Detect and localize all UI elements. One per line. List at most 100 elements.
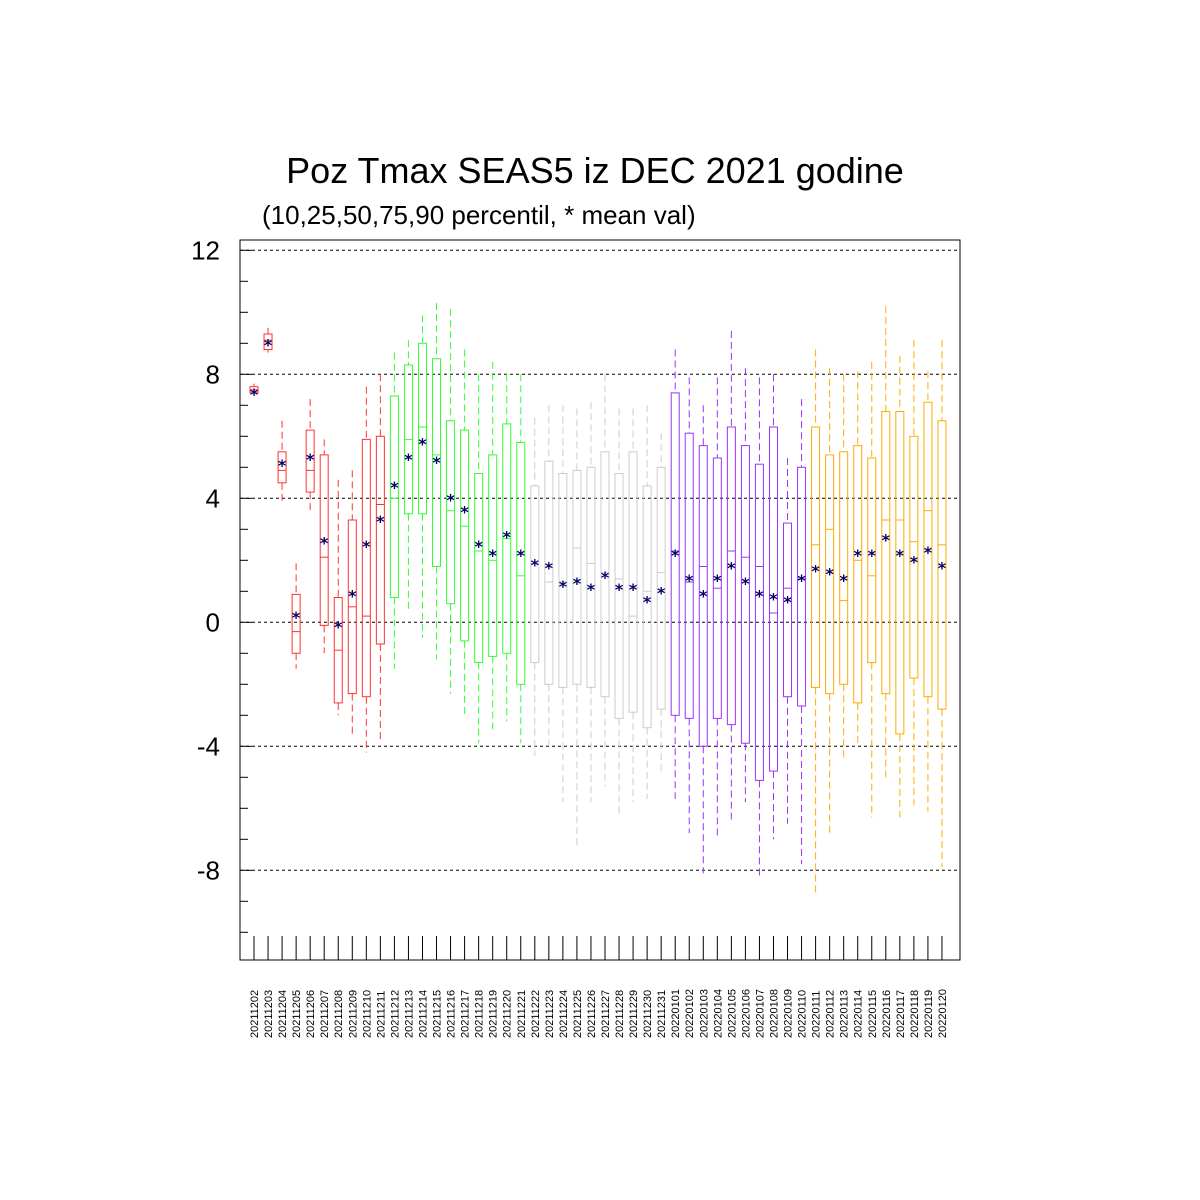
- mean-marker: *: [797, 571, 806, 590]
- x-tick-label: 20220120: [937, 989, 949, 1038]
- x-tick-label: 20211214: [417, 990, 429, 1038]
- mean-marker: *: [503, 528, 512, 547]
- iqr-box: [670, 392, 680, 716]
- x-tick-label: 20211216: [446, 990, 458, 1038]
- x-tick-label: 20211208: [333, 990, 345, 1038]
- mean-marker: *: [615, 580, 624, 599]
- iqr-box: [446, 420, 456, 605]
- mean-marker: *: [292, 608, 301, 627]
- mean-marker: *: [390, 478, 399, 497]
- x-tick-label: 20220117: [895, 990, 907, 1038]
- x-tick-label: 20211207: [319, 990, 331, 1038]
- mean-marker: *: [320, 534, 329, 553]
- x-tick-label: 20211220: [502, 990, 514, 1038]
- chart-subtitle: (10,25,50,75,90 percentil, * mean val): [262, 200, 696, 230]
- x-tick-label: 20220116: [881, 990, 893, 1038]
- mean-marker: *: [517, 546, 526, 565]
- x-tick-label: 20211211: [375, 991, 387, 1038]
- iqr-box: [783, 522, 793, 698]
- x-tick-label: 20211202: [249, 990, 261, 1038]
- mean-marker: *: [432, 453, 441, 472]
- x-tick-label: 20220119: [923, 990, 935, 1038]
- x-tick-label: 20220108: [768, 989, 780, 1038]
- iqr-box: [698, 445, 708, 747]
- mean-marker: *: [404, 450, 413, 469]
- mean-marker: *: [868, 546, 877, 565]
- iqr-box: [375, 435, 385, 645]
- x-tick-label: 20220115: [867, 990, 879, 1038]
- iqr-box: [726, 426, 736, 726]
- mean-marker: *: [264, 335, 273, 354]
- iqr-box: [797, 466, 807, 707]
- x-tick-label: 20220103: [698, 989, 710, 1038]
- mean-marker: *: [545, 559, 554, 578]
- chart-title: Poz Tmax SEAS5 iz DEC 2021 godine: [286, 150, 904, 191]
- x-tick-label: 20211213: [403, 990, 415, 1038]
- iqr-box: [895, 411, 905, 735]
- mean-marker: *: [488, 546, 497, 565]
- x-tick-label: 20211212: [389, 990, 401, 1038]
- x-tick-label: 20211206: [305, 990, 317, 1038]
- mean-marker: *: [334, 617, 343, 636]
- mean-marker: *: [376, 512, 385, 531]
- iqr-box: [389, 395, 399, 598]
- mean-marker: *: [446, 490, 455, 509]
- mean-marker: *: [839, 571, 848, 590]
- mean-marker: *: [685, 571, 694, 590]
- x-tick-label: 20220114: [853, 990, 865, 1038]
- iqr-box: [361, 438, 371, 698]
- iqr-box: [277, 451, 287, 484]
- iqr-box: [811, 426, 821, 688]
- x-tick-label: 20211221: [516, 990, 528, 1038]
- x-tick-label: 20211218: [474, 990, 486, 1038]
- y-tick-label: 0: [206, 607, 220, 637]
- mean-marker: *: [531, 555, 540, 574]
- iqr-box: [305, 429, 315, 493]
- x-tick-label: 20220106: [740, 989, 752, 1038]
- iqr-box: [460, 429, 470, 642]
- iqr-box: [417, 342, 427, 515]
- iqr-box: [474, 473, 484, 664]
- mean-marker: *: [559, 577, 568, 596]
- x-tick-label: 20220109: [783, 989, 795, 1038]
- mean-marker: *: [713, 571, 722, 590]
- y-tick-label: -8: [197, 855, 220, 885]
- x-tick-label: 20220102: [684, 989, 696, 1038]
- mean-marker: *: [657, 583, 666, 602]
- mean-marker: *: [573, 574, 582, 593]
- mean-marker: *: [460, 503, 469, 522]
- y-tick-label: 8: [206, 359, 220, 389]
- mean-marker: *: [306, 450, 315, 469]
- iqr-box: [600, 451, 610, 698]
- mean-marker: *: [882, 531, 891, 550]
- mean-marker: *: [727, 559, 736, 578]
- mean-marker: *: [629, 580, 638, 599]
- mean-marker: *: [250, 385, 259, 404]
- iqr-box: [628, 451, 638, 713]
- iqr-box: [768, 426, 778, 772]
- iqr-box: [867, 457, 877, 664]
- mean-marker: *: [671, 546, 680, 565]
- iqr-box: [825, 454, 835, 695]
- y-tick-label: -4: [197, 731, 220, 761]
- plot-frame: [239, 239, 961, 961]
- iqr-box: [291, 593, 301, 654]
- mean-marker: *: [348, 586, 357, 605]
- iqr-box: [839, 451, 849, 685]
- iqr-box: [656, 466, 666, 710]
- iqr-box: [909, 435, 919, 679]
- iqr-box: [488, 454, 498, 657]
- mean-marker: *: [910, 552, 919, 571]
- iqr-box: [642, 485, 652, 729]
- mean-marker: *: [601, 568, 610, 587]
- x-tick-label: 20220104: [712, 989, 724, 1038]
- mean-marker: *: [278, 456, 287, 475]
- iqr-box: [923, 401, 933, 698]
- mean-marker: *: [643, 593, 652, 612]
- x-tick-label: 20220105: [726, 989, 738, 1038]
- x-tick-label: 20211225: [572, 990, 584, 1038]
- x-tick-label: 20220101: [670, 989, 682, 1038]
- iqr-box: [754, 463, 764, 781]
- x-tick-label: 20211231: [656, 990, 668, 1038]
